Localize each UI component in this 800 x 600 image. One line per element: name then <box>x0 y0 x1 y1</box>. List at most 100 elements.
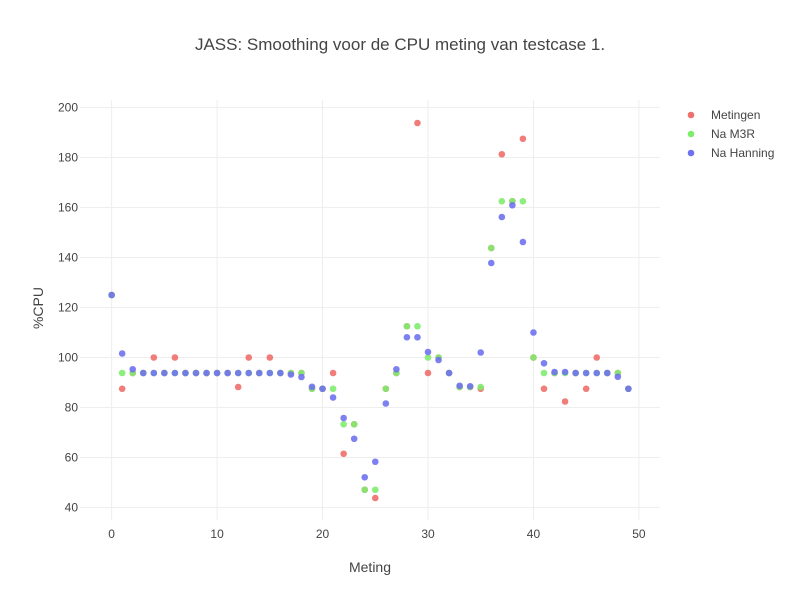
data-point[interactable] <box>161 369 168 377</box>
data-point[interactable] <box>435 356 442 364</box>
data-point[interactable] <box>129 365 137 373</box>
data-point[interactable] <box>477 349 485 356</box>
data-point[interactable] <box>245 354 253 361</box>
x-tick-label: 10 <box>210 527 224 541</box>
data-point[interactable] <box>593 369 601 377</box>
data-point[interactable] <box>319 385 326 393</box>
data-point[interactable] <box>561 398 569 405</box>
data-point[interactable] <box>393 365 400 373</box>
data-point[interactable] <box>519 197 527 205</box>
data-point[interactable] <box>382 400 390 407</box>
y-tick-label: 120 <box>58 301 78 315</box>
data-point[interactable] <box>171 369 179 377</box>
y-tick-label: 100 <box>58 351 78 365</box>
data-point[interactable] <box>350 435 358 443</box>
data-point[interactable] <box>603 369 611 377</box>
data-point[interactable] <box>171 354 179 361</box>
data-point[interactable] <box>530 354 537 361</box>
data-point[interactable] <box>540 359 548 367</box>
legend[interactable]: Metingen Na M3R Na Hanning <box>687 108 775 160</box>
data-point[interactable] <box>340 450 347 458</box>
legend-label: Metingen <box>711 108 760 122</box>
data-point[interactable] <box>329 369 337 377</box>
data-point[interactable] <box>414 322 421 330</box>
legend-item[interactable]: Na Hanning <box>687 146 775 160</box>
data-point[interactable] <box>371 494 379 502</box>
data-point[interactable] <box>456 382 463 390</box>
y-tick-label: 140 <box>58 251 78 265</box>
data-point[interactable] <box>118 369 126 377</box>
data-point[interactable] <box>150 354 158 361</box>
data-point[interactable] <box>255 369 263 377</box>
data-point[interactable] <box>498 197 506 205</box>
data-point[interactable] <box>540 385 548 393</box>
data-point[interactable] <box>361 473 369 481</box>
data-point[interactable] <box>203 369 210 377</box>
data-point[interactable] <box>625 385 632 393</box>
data-point[interactable] <box>118 350 126 357</box>
data-point[interactable] <box>414 333 421 341</box>
data-point[interactable] <box>213 369 221 377</box>
data-points <box>108 119 632 502</box>
data-point[interactable] <box>582 369 590 377</box>
data-point[interactable] <box>572 369 579 377</box>
data-point[interactable] <box>403 322 411 330</box>
y-tick-label: 180 <box>58 151 78 165</box>
data-point[interactable] <box>519 135 527 143</box>
data-point[interactable] <box>498 150 506 158</box>
series-1 <box>108 119 632 502</box>
data-point[interactable] <box>561 368 569 376</box>
legend-item[interactable]: Na M3R <box>687 127 756 141</box>
data-point[interactable] <box>298 373 305 381</box>
data-point[interactable] <box>224 369 231 377</box>
data-point[interactable] <box>477 383 485 391</box>
legend-item[interactable]: Metingen <box>687 108 761 122</box>
data-point[interactable] <box>371 486 379 494</box>
data-point[interactable] <box>424 369 432 377</box>
data-point[interactable] <box>582 385 590 393</box>
data-point[interactable] <box>382 385 390 393</box>
data-point[interactable] <box>234 383 242 391</box>
data-point[interactable] <box>414 119 421 127</box>
data-point[interactable] <box>445 369 453 377</box>
data-point[interactable] <box>551 368 558 376</box>
y-tick-label: 40 <box>65 501 79 515</box>
data-point[interactable] <box>266 369 274 377</box>
data-point[interactable] <box>487 259 495 267</box>
data-point[interactable] <box>340 420 347 428</box>
data-point[interactable] <box>277 369 284 377</box>
data-point[interactable] <box>530 329 537 336</box>
data-point[interactable] <box>118 385 126 393</box>
data-point[interactable] <box>361 486 369 494</box>
data-point[interactable] <box>245 369 253 377</box>
data-point[interactable] <box>540 369 548 377</box>
data-point[interactable] <box>509 201 516 209</box>
data-point[interactable] <box>614 373 622 381</box>
data-point[interactable] <box>519 238 527 246</box>
data-point[interactable] <box>340 414 347 422</box>
data-point[interactable] <box>108 291 115 299</box>
data-point[interactable] <box>424 354 432 361</box>
y-axis-title: %CPU <box>30 287 46 329</box>
data-point[interactable] <box>498 213 506 221</box>
data-point[interactable] <box>308 383 316 391</box>
data-point[interactable] <box>487 244 495 252</box>
y-tick-label: 60 <box>65 451 79 465</box>
data-point[interactable] <box>329 394 337 401</box>
data-point[interactable] <box>329 385 337 393</box>
data-point[interactable] <box>593 354 601 361</box>
data-point[interactable] <box>266 354 274 361</box>
data-point[interactable] <box>287 371 295 378</box>
data-point[interactable] <box>182 369 189 377</box>
data-point[interactable] <box>150 369 158 377</box>
data-point[interactable] <box>403 333 411 341</box>
legend-label: Na Hanning <box>711 146 774 160</box>
data-point[interactable] <box>234 369 242 377</box>
data-point[interactable] <box>192 369 200 377</box>
data-point[interactable] <box>371 458 379 466</box>
data-point[interactable] <box>350 420 358 428</box>
data-point[interactable] <box>139 369 147 377</box>
data-point[interactable] <box>466 382 474 390</box>
data-point[interactable] <box>424 348 432 356</box>
